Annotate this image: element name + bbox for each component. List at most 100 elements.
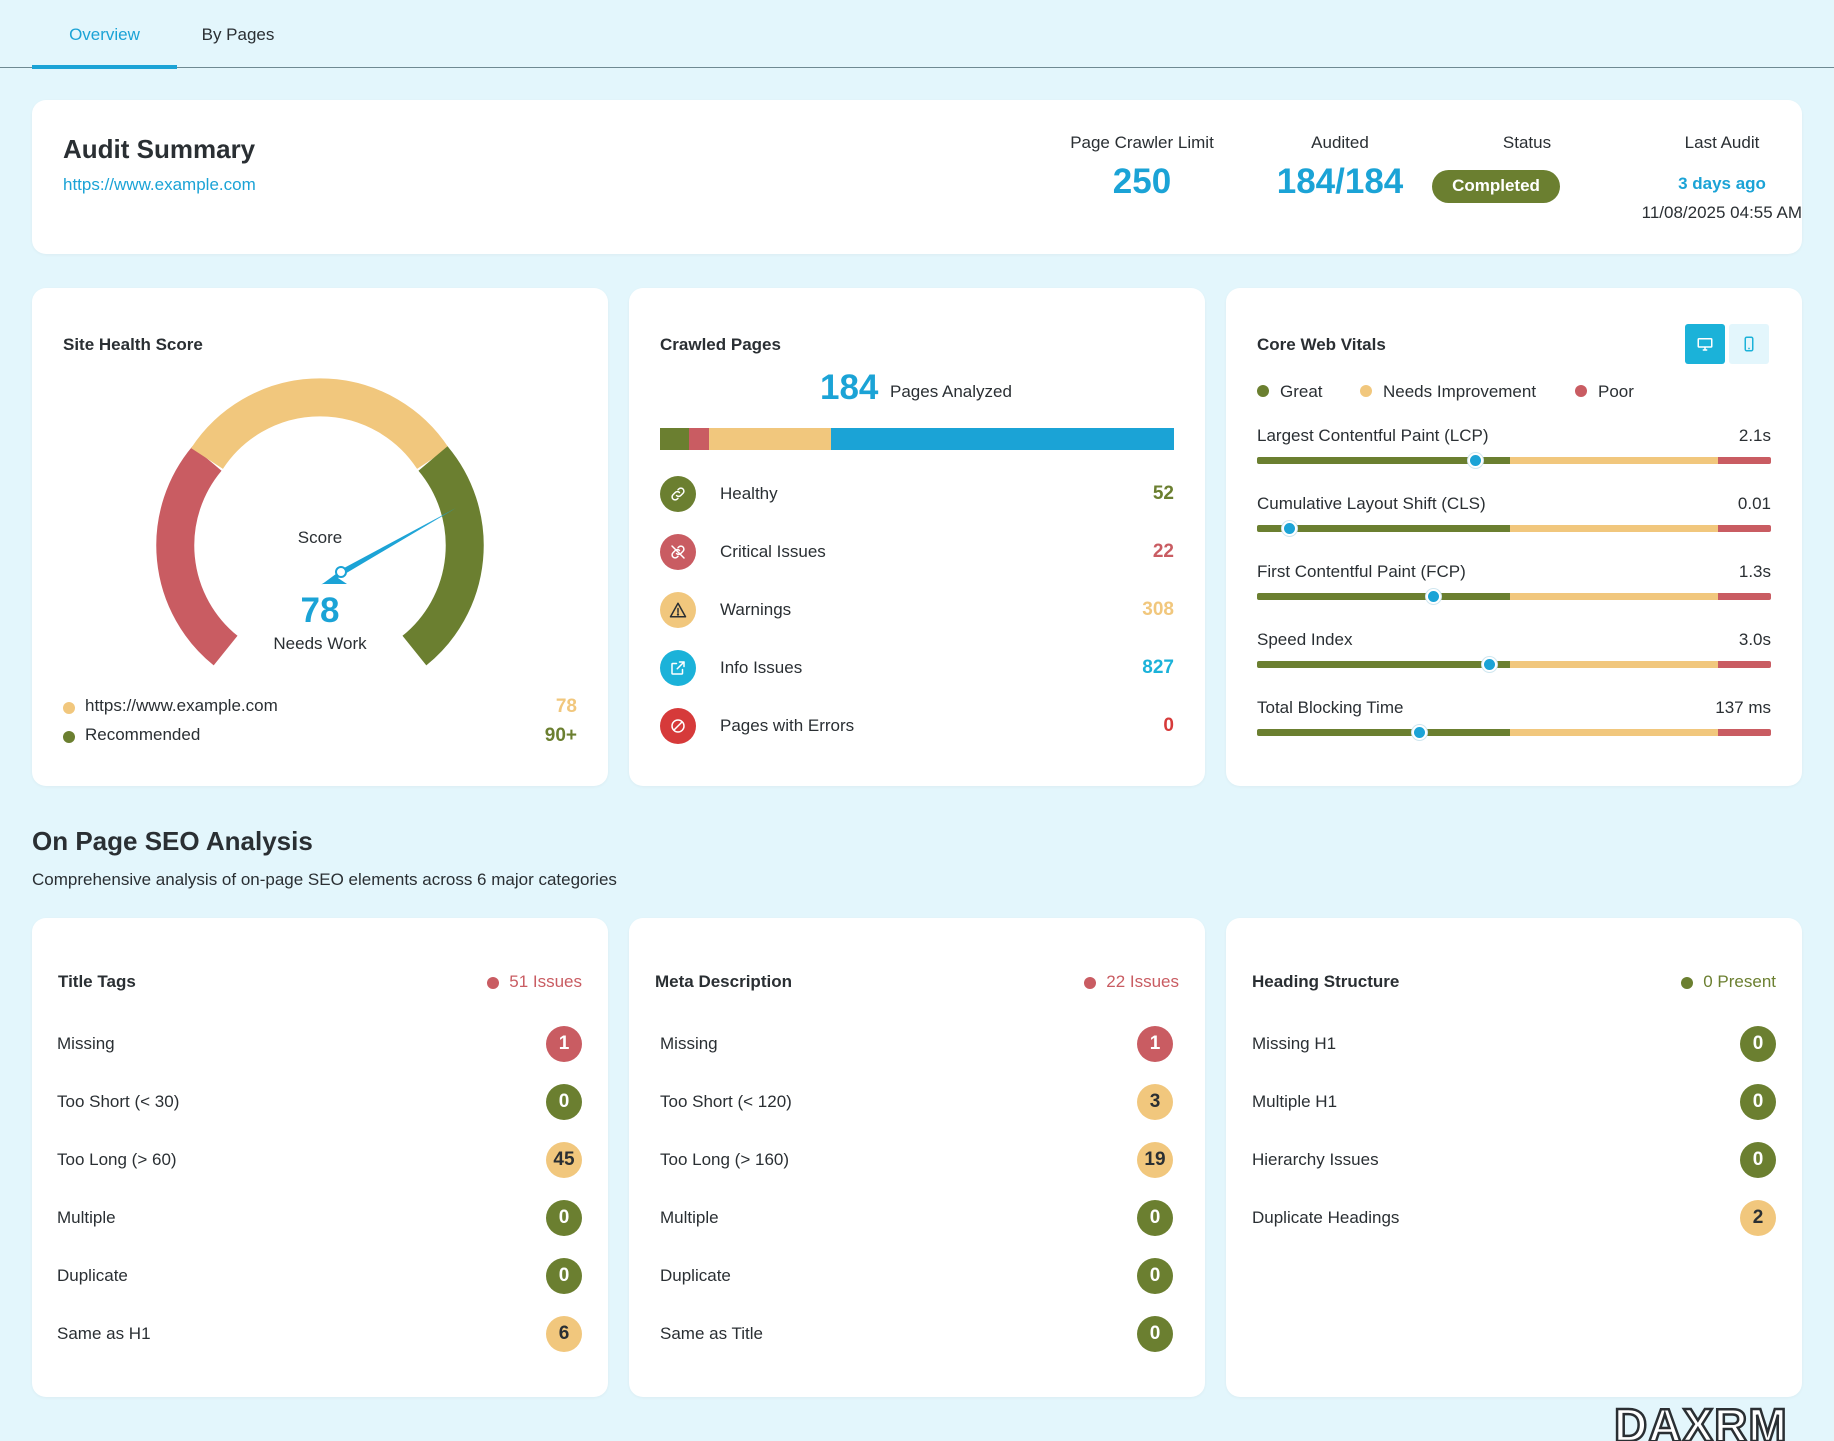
- vital-label: Largest Contentful Paint (LCP): [1257, 426, 1489, 445]
- seo-row-label: Same as H1: [57, 1324, 151, 1343]
- crawled-pages-title: Crawled Pages: [660, 335, 781, 354]
- vital-track-segment: [1510, 593, 1719, 600]
- last-audit-label: Last Audit: [1684, 133, 1760, 152]
- seo-row-label: Too Long (> 60): [57, 1150, 177, 1169]
- vital-track-segment: [1257, 525, 1511, 532]
- mobile-view-button[interactable]: [1729, 324, 1769, 364]
- seo-row-count-badge: 6: [546, 1316, 582, 1352]
- issues-count-badge: 22 Issues: [1106, 972, 1179, 991]
- crawled-item-warnings-value: 308: [1142, 599, 1174, 620]
- vital-track-segment: [1718, 457, 1771, 464]
- crawled-item-healthy-value: 52: [1152, 483, 1174, 504]
- vital-track-segment: [1510, 729, 1719, 736]
- crawled-item-info-value: 827: [1142, 657, 1174, 678]
- legend-dot-poor: [1575, 385, 1587, 397]
- seo-row-count-badge: 0: [1740, 1084, 1776, 1120]
- vital-marker: [1412, 725, 1428, 740]
- issues-count-badge: 0 Present: [1703, 972, 1776, 991]
- bar-segment-info: [831, 428, 1174, 450]
- tab-bar: Overview By Pages: [0, 0, 1834, 69]
- mobile-icon: [1744, 336, 1754, 352]
- tab-overview[interactable]: Overview: [32, 0, 177, 69]
- gauge-rating: Needs Work: [273, 634, 367, 653]
- bar-segment-warnings: [709, 428, 831, 450]
- audit-site-url[interactable]: https://www.example.com: [63, 175, 256, 194]
- vital-track-segment: [1718, 661, 1771, 668]
- gauge-needs-work-arc: [191, 378, 449, 470]
- desktop-view-button[interactable]: [1685, 324, 1725, 364]
- site-health-title: Site Health Score: [63, 335, 203, 354]
- legend-dot-site: [63, 702, 75, 714]
- seo-row-label: Missing H1: [1252, 1034, 1337, 1053]
- issues-dot: [1681, 977, 1694, 989]
- seo-row-count-badge: 0: [1740, 1026, 1776, 1062]
- seo-row-label: Duplicate: [57, 1266, 128, 1285]
- audit-summary-card: Audit Summary https://www.example.com Pa…: [32, 100, 1802, 254]
- vital-label: First Contentful Paint (FCP): [1257, 562, 1466, 581]
- vital-track: [1257, 457, 1771, 464]
- seo-card: Meta Description 22 Issues Missing 1 Too Sho…: [629, 918, 1205, 1397]
- seo-card: Title Tags 51 Issues Missing 1 Too Short (< …: [32, 918, 608, 1397]
- legend-poor-label: Poor: [1598, 382, 1634, 401]
- vital-marker: [1281, 521, 1297, 536]
- vital-track-segment: [1257, 729, 1511, 736]
- seo-row-count-badge: 0: [1137, 1258, 1173, 1294]
- tab-by-pages[interactable]: By Pages: [201, 25, 275, 44]
- seo-row-label: Hierarchy Issues: [1252, 1150, 1379, 1169]
- vital-label: Total Blocking Time: [1257, 698, 1404, 717]
- vital-marker: [1481, 657, 1497, 672]
- audited-label: Audited: [1311, 133, 1369, 152]
- crawled-item-errors-value: 0: [1163, 715, 1174, 736]
- vital-value: 1.3s: [1738, 562, 1771, 581]
- vital-track: [1257, 593, 1771, 600]
- legend-site-value: 78: [555, 696, 577, 717]
- last-audit-relative: 3 days ago: [1678, 174, 1766, 193]
- pages-analyzed-label: Pages Analyzed: [890, 382, 1012, 401]
- pages-distribution-bar: [660, 428, 1174, 450]
- vital-marker: [1425, 589, 1441, 604]
- seo-row-label: Multiple: [660, 1208, 719, 1227]
- legend-recommended-label: Recommended: [85, 725, 201, 744]
- watermark-logo: DAXRM: [1613, 1398, 1788, 1441]
- seo-row-label: Too Short (< 30): [57, 1092, 180, 1111]
- seo-row-label: Duplicate Headings: [1252, 1208, 1400, 1227]
- vital-track-segment: [1718, 525, 1771, 532]
- seo-row-count-badge: 19: [1137, 1142, 1173, 1178]
- legend-needs-improvement-label: Needs Improvement: [1383, 382, 1537, 401]
- seo-row-count-badge: 2: [1740, 1200, 1776, 1236]
- seo-row-count-badge: 1: [546, 1026, 582, 1062]
- seo-row-count-badge: 0: [1137, 1316, 1173, 1352]
- bar-segment-critical: [689, 428, 709, 450]
- seo-card: Heading Structure 0 Present Missing H1 0 Mul…: [1226, 918, 1802, 1397]
- vital-track-segment: [1510, 457, 1719, 464]
- seo-row-label: Missing: [57, 1034, 115, 1053]
- seo-row-count-badge: 0: [546, 1258, 582, 1294]
- vital-track-segment: [1510, 525, 1719, 532]
- legend-great-label: Great: [1280, 382, 1323, 401]
- broken-link-icon: [660, 534, 696, 570]
- seo-row-count-badge: 0: [546, 1200, 582, 1236]
- vital-value: 2.1s: [1738, 426, 1771, 445]
- issues-dot: [487, 977, 500, 989]
- legend-dot-needs-improvement: [1360, 385, 1372, 397]
- vital-track-segment: [1718, 729, 1771, 736]
- vital-marker: [1467, 453, 1483, 468]
- seo-card-title: Heading Structure: [1252, 972, 1400, 991]
- seo-row-label: Same as Title: [660, 1324, 763, 1343]
- vital-track-segment: [1257, 661, 1511, 668]
- status-badge: Completed: [1432, 170, 1560, 203]
- legend-dot-great: [1257, 385, 1269, 397]
- vital-track-segment: [1510, 661, 1719, 668]
- gauge-pivot: [335, 566, 347, 578]
- seo-row-label: Missing: [660, 1034, 718, 1053]
- audit-summary-title: Audit Summary: [63, 134, 256, 164]
- seo-row-count-badge: 0: [1740, 1142, 1776, 1178]
- issues-count-badge: 51 Issues: [509, 972, 582, 991]
- vital-label: Speed Index: [1257, 630, 1353, 649]
- crawled-item-healthy-label: Healthy: [720, 484, 778, 503]
- warning-icon: [660, 592, 696, 628]
- seo-row-label: Duplicate: [660, 1266, 731, 1285]
- vital-track-segment: [1718, 593, 1771, 600]
- seo-row-count-badge: 1: [1137, 1026, 1173, 1062]
- seo-card-title: Meta Description: [655, 972, 792, 991]
